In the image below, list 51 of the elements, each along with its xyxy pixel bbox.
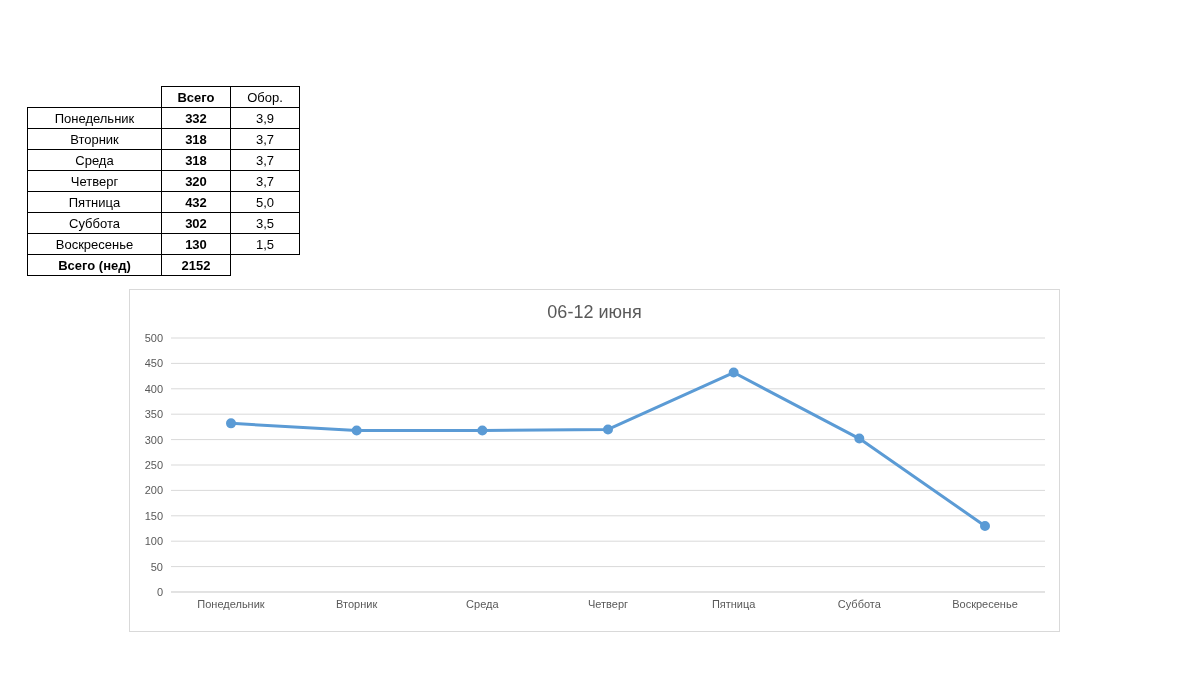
text: 2152 xyxy=(161,254,231,276)
category-label: Пятница xyxy=(27,191,162,213)
data-label: 332 xyxy=(161,107,231,129)
y-tick-label: 100 xyxy=(144,535,163,548)
y-tick-label: 0 xyxy=(156,585,163,598)
chart-title: 06-12 июня xyxy=(546,302,643,324)
category-label: Четверг xyxy=(27,170,162,192)
category-label: Суббота xyxy=(27,212,162,234)
text: Всего xyxy=(161,86,231,108)
data-label: 3,9 xyxy=(230,107,300,129)
point xyxy=(351,425,362,436)
data-label: 318 xyxy=(161,128,231,150)
point xyxy=(980,520,990,531)
x-tick-label: Пятница xyxy=(711,597,757,610)
y-tick-label: 350 xyxy=(144,408,163,421)
data-label: 130 xyxy=(161,233,231,255)
y-tick-label: 450 xyxy=(144,357,163,370)
y-tick-label: 50 xyxy=(150,560,163,573)
y-tick-label: 200 xyxy=(144,484,163,497)
point xyxy=(477,425,488,436)
data-label: 1,5 xyxy=(230,233,300,255)
text: Обор. xyxy=(230,86,300,108)
category-label: Среда xyxy=(27,149,162,171)
point xyxy=(854,433,865,444)
point xyxy=(728,367,739,378)
point xyxy=(226,418,236,429)
x-tick-label: Суббота xyxy=(837,597,882,610)
data-label: 318 xyxy=(161,149,231,171)
data-label: 432 xyxy=(161,191,231,213)
category-label: Вторник xyxy=(27,128,162,150)
data-label: 3,7 xyxy=(230,170,300,192)
x-tick-label: Среда xyxy=(466,597,500,610)
category-label: Воскресенье xyxy=(27,233,162,255)
y-tick-label: 250 xyxy=(144,458,163,471)
data-label: 3,5 xyxy=(230,212,300,234)
y-tick-label: 300 xyxy=(144,433,163,446)
y-tick-label: 400 xyxy=(144,382,163,395)
x-tick-label: Воскресенье xyxy=(952,597,1018,610)
x-tick-label: Понедельник xyxy=(197,597,265,610)
data-label: 320 xyxy=(161,170,231,192)
text: Всего (нед) xyxy=(27,254,162,276)
data-label: 302 xyxy=(161,212,231,234)
data-label: 3,7 xyxy=(230,149,300,171)
data-label: 5,0 xyxy=(230,191,300,213)
x-tick-label: Четверг xyxy=(587,597,629,610)
x-tick-label: Вторник xyxy=(336,597,378,610)
y-tick-label: 150 xyxy=(144,509,163,522)
y-tick-label: 500 xyxy=(144,331,163,344)
category-label: Понедельник xyxy=(27,107,162,129)
data-label: 3,7 xyxy=(230,128,300,150)
point xyxy=(603,424,613,435)
